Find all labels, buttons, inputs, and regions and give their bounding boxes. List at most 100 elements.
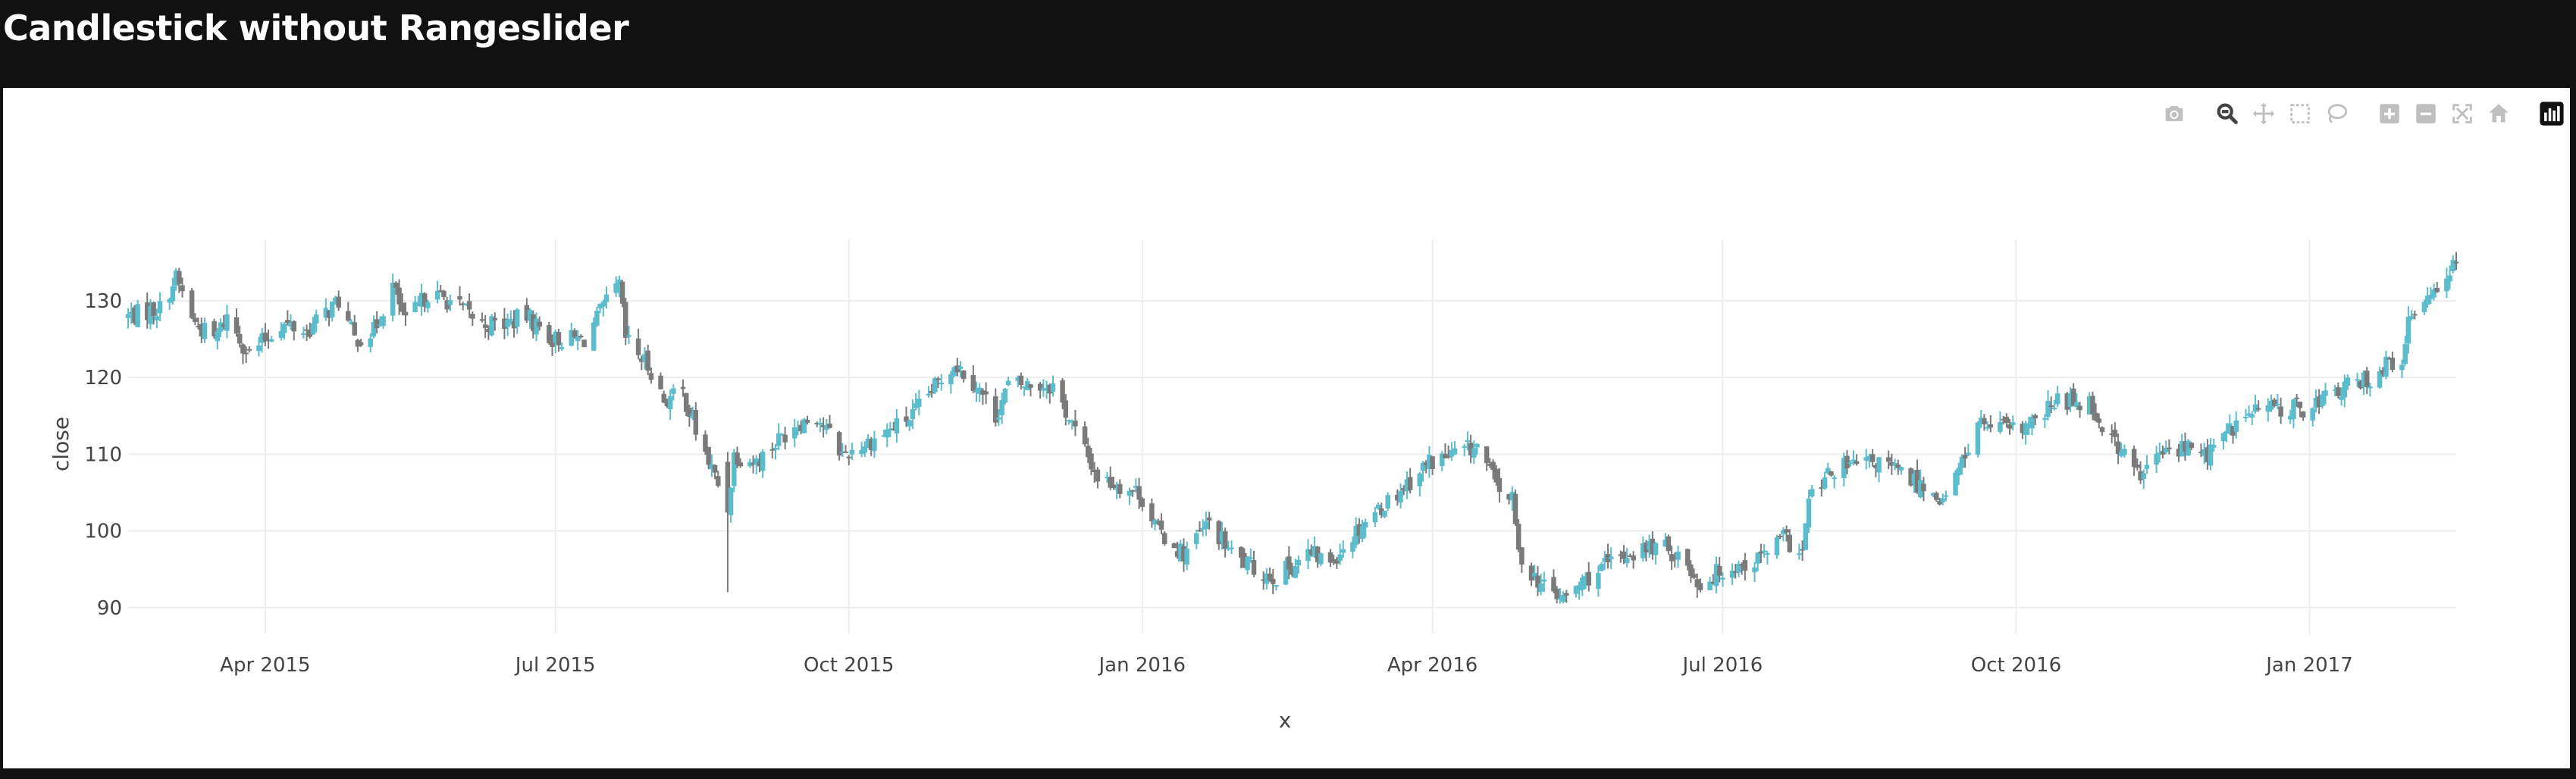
candle-body xyxy=(1439,453,1445,467)
candle xyxy=(511,310,517,338)
candle-body xyxy=(559,347,565,349)
candle xyxy=(418,283,425,316)
candle-body xyxy=(1580,577,1585,590)
candle xyxy=(1599,562,1604,571)
candle xyxy=(1089,447,1094,476)
candle-body xyxy=(514,309,520,327)
zoom-icon[interactable] xyxy=(2209,95,2245,132)
candle xyxy=(1449,442,1455,461)
candle xyxy=(1531,565,1537,580)
candle xyxy=(2010,415,2016,431)
candle-body xyxy=(904,416,909,422)
candle-body xyxy=(1535,575,1540,588)
candle-body xyxy=(1733,571,1738,574)
candle xyxy=(1283,557,1289,586)
candle-body xyxy=(680,386,686,390)
candle xyxy=(1398,483,1403,508)
candle xyxy=(2287,409,2293,424)
candle-body xyxy=(1631,555,1636,561)
candle xyxy=(2007,418,2013,435)
zoom-in-icon[interactable] xyxy=(2371,95,2408,132)
candle-body xyxy=(2070,388,2076,406)
pan-icon[interactable] xyxy=(2245,95,2282,132)
candle xyxy=(1471,440,1477,465)
x-tick-label: Oct 2015 xyxy=(804,654,894,677)
candle xyxy=(135,299,140,328)
candle-body xyxy=(2205,447,2211,463)
autoscale-icon[interactable] xyxy=(2444,95,2480,132)
header: Candlestick without Rangeslider xyxy=(0,0,2576,88)
candle xyxy=(1966,443,1971,456)
candle-body xyxy=(1752,567,1757,573)
candle xyxy=(1953,470,1958,496)
candle xyxy=(846,455,851,466)
candle xyxy=(2399,359,2405,378)
candle xyxy=(355,338,361,352)
candle-body xyxy=(1819,487,1825,490)
candle xyxy=(1787,528,1793,553)
candle xyxy=(285,310,290,326)
reset-axes-icon[interactable] xyxy=(2480,95,2517,132)
candle-body xyxy=(1694,579,1700,588)
candle xyxy=(581,339,587,348)
candle xyxy=(2424,287,2430,308)
plotly-logo-icon[interactable] xyxy=(2534,95,2570,132)
candle-body xyxy=(333,297,338,302)
candle-body xyxy=(1959,456,1965,468)
candle-body xyxy=(2099,427,2105,433)
candle xyxy=(2383,350,2389,380)
candle-body xyxy=(888,428,893,431)
candle xyxy=(2355,372,2360,387)
candle-body xyxy=(151,302,156,316)
candle-body xyxy=(1691,574,1697,578)
candle xyxy=(2220,432,2227,450)
candle xyxy=(1337,543,1343,565)
candle-body xyxy=(486,329,491,332)
candle xyxy=(1998,411,2003,434)
candle-body xyxy=(556,332,562,346)
candle-body xyxy=(1688,564,1694,577)
box-select-icon[interactable] xyxy=(2282,95,2318,132)
candle xyxy=(489,314,494,337)
candle-body xyxy=(658,375,663,390)
candlestick-chart[interactable]: Apr 2015 Jul 2015 Oct 2015 Jan 2016 Apr 2016… xyxy=(3,88,2570,768)
candle-body xyxy=(1395,494,1400,501)
candle xyxy=(346,302,351,322)
camera-icon[interactable] xyxy=(2156,95,2192,132)
candle xyxy=(2054,386,2060,408)
candle xyxy=(2135,458,2140,471)
candle-body xyxy=(323,308,329,318)
candle-body xyxy=(1624,558,1630,564)
candle xyxy=(1015,375,1020,388)
candle xyxy=(2223,423,2230,443)
candle-body xyxy=(2010,422,2016,425)
candle-body xyxy=(1219,531,1225,543)
candle xyxy=(1982,414,1987,431)
candle-body xyxy=(2332,389,2338,391)
candle xyxy=(642,347,647,370)
candle-body xyxy=(218,322,224,332)
candle-body xyxy=(2167,447,2172,449)
candle-body xyxy=(2045,401,2051,418)
candle-body xyxy=(1197,530,1202,532)
candle xyxy=(1178,540,1183,562)
candle xyxy=(1666,534,1672,555)
candle xyxy=(2096,413,2102,429)
candle-body xyxy=(466,301,472,310)
candle-body xyxy=(1092,469,1097,473)
candle xyxy=(1876,457,1882,483)
lasso-select-icon[interactable] xyxy=(2318,95,2355,132)
candle-body xyxy=(616,280,622,287)
candle xyxy=(307,322,313,339)
candle xyxy=(278,322,284,341)
candle-body xyxy=(457,296,462,300)
candle xyxy=(1117,479,1123,499)
candle xyxy=(2112,422,2118,446)
candle-body xyxy=(537,321,542,327)
candle xyxy=(683,393,689,417)
candle-body xyxy=(215,330,221,342)
candle xyxy=(1465,431,1471,451)
candle xyxy=(2450,255,2456,274)
candle-body xyxy=(1538,583,1543,593)
zoom-out-icon[interactable] xyxy=(2408,95,2444,132)
